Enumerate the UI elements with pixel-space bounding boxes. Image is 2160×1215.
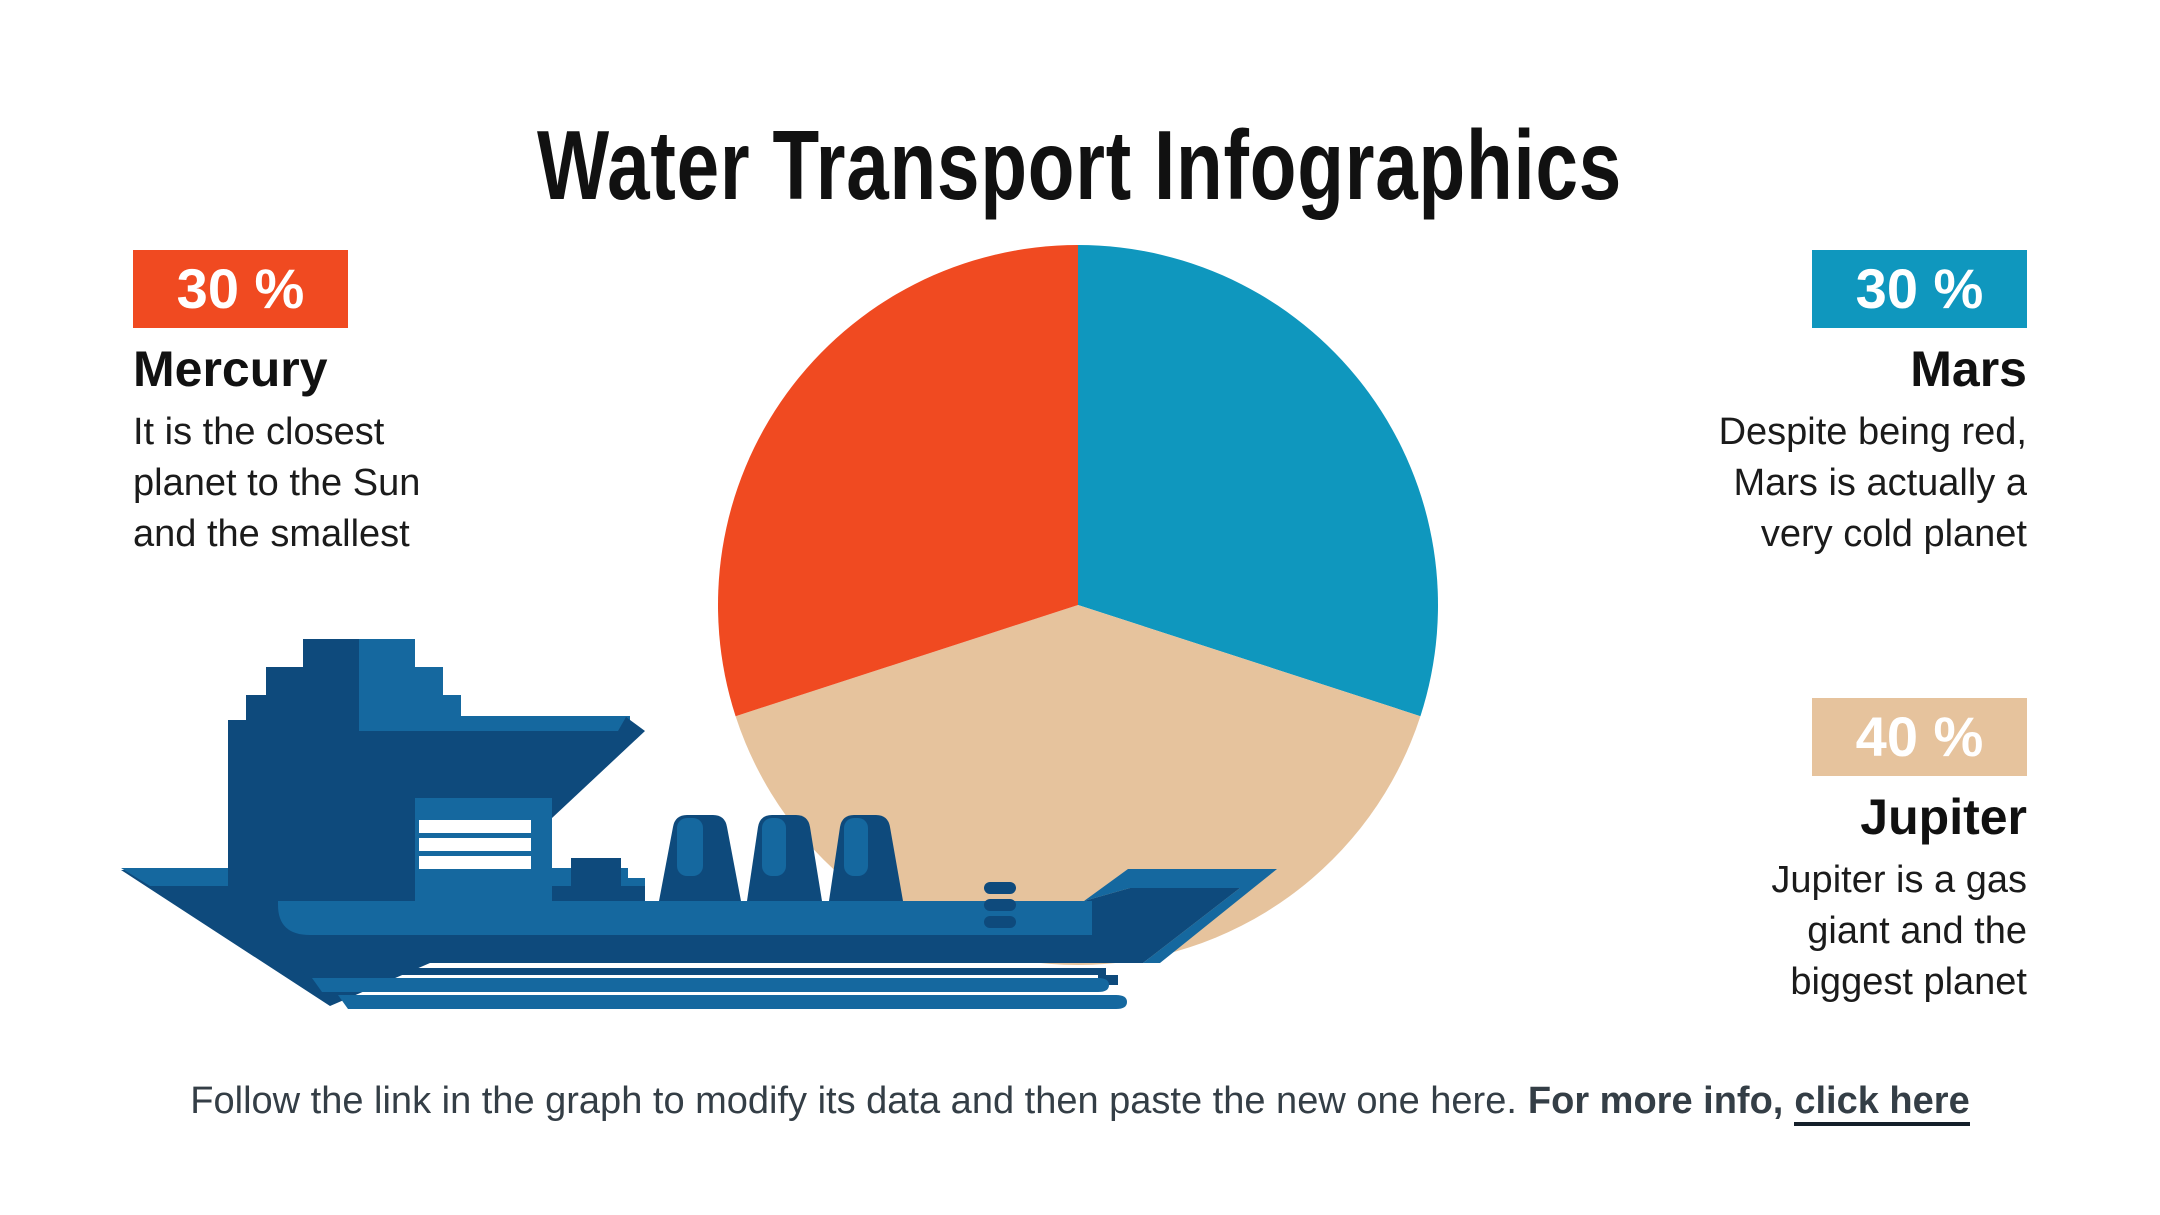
footer-link[interactable]: click here (1794, 1080, 1970, 1126)
bridge-window-stripe (419, 838, 531, 851)
pie-slice-mercury[interactable] (717, 245, 1078, 717)
cabin-window (628, 864, 658, 878)
pie-chart[interactable] (717, 245, 1439, 966)
mars-percent-badge: 30 % (1812, 250, 2027, 328)
keel-stripe-2 (312, 978, 1109, 992)
callout-mercury: 30 % Mercury It is the closest planet to… (133, 250, 603, 560)
mars-description: Despite being red, Mars is actually a ve… (1718, 411, 2027, 555)
keel-stripe-1 (300, 968, 1106, 975)
footer-text: Follow the link in the graph to modify i… (190, 1080, 1517, 1122)
funnel-highlight (762, 818, 786, 876)
ship-bow-trim (1084, 869, 1277, 963)
page-title: Water Transport Infographics (537, 110, 1623, 221)
keel-stripe-3 (338, 995, 1127, 1009)
jupiter-name: Jupiter (1860, 789, 2027, 845)
bow-vent (984, 882, 1016, 894)
bow-vent (984, 899, 1016, 911)
callout-jupiter: 40 % Jupiter Jupiter is a gas giant and … (1557, 698, 2027, 1008)
jupiter-percent-badge: 40 % (1812, 698, 2027, 776)
mercury-percent-badge: 30 % (133, 250, 348, 328)
funnel-highlight (844, 818, 868, 876)
mercury-name: Mercury (133, 341, 328, 397)
ship-mid-deck-band (278, 901, 1092, 935)
bow-vent (984, 916, 1016, 928)
ship-deck-cabin (571, 858, 621, 901)
mercury-description: It is the closest planet to the Sun and … (133, 411, 421, 555)
cargo-ship-illustration (121, 639, 1277, 1009)
jupiter-description: Jupiter is a gas giant and the biggest p… (1771, 859, 2027, 1003)
footer-bold-text: For more info, (1527, 1080, 1784, 1122)
mars-name: Mars (1910, 341, 2027, 397)
pie-slice-mars[interactable] (1078, 245, 1439, 717)
callout-mars: 30 % Mars Despite being red, Mars is act… (1557, 250, 2027, 560)
ship-tower-highlight (359, 639, 630, 731)
ship-tower (228, 639, 359, 901)
keel-stripe-nub (1098, 975, 1118, 985)
footer-note: Follow the link in the graph to modify i… (0, 1080, 2160, 1126)
bridge-window-stripe (419, 856, 531, 869)
bridge-window-stripe (419, 820, 531, 833)
funnel-highlight (677, 818, 703, 876)
